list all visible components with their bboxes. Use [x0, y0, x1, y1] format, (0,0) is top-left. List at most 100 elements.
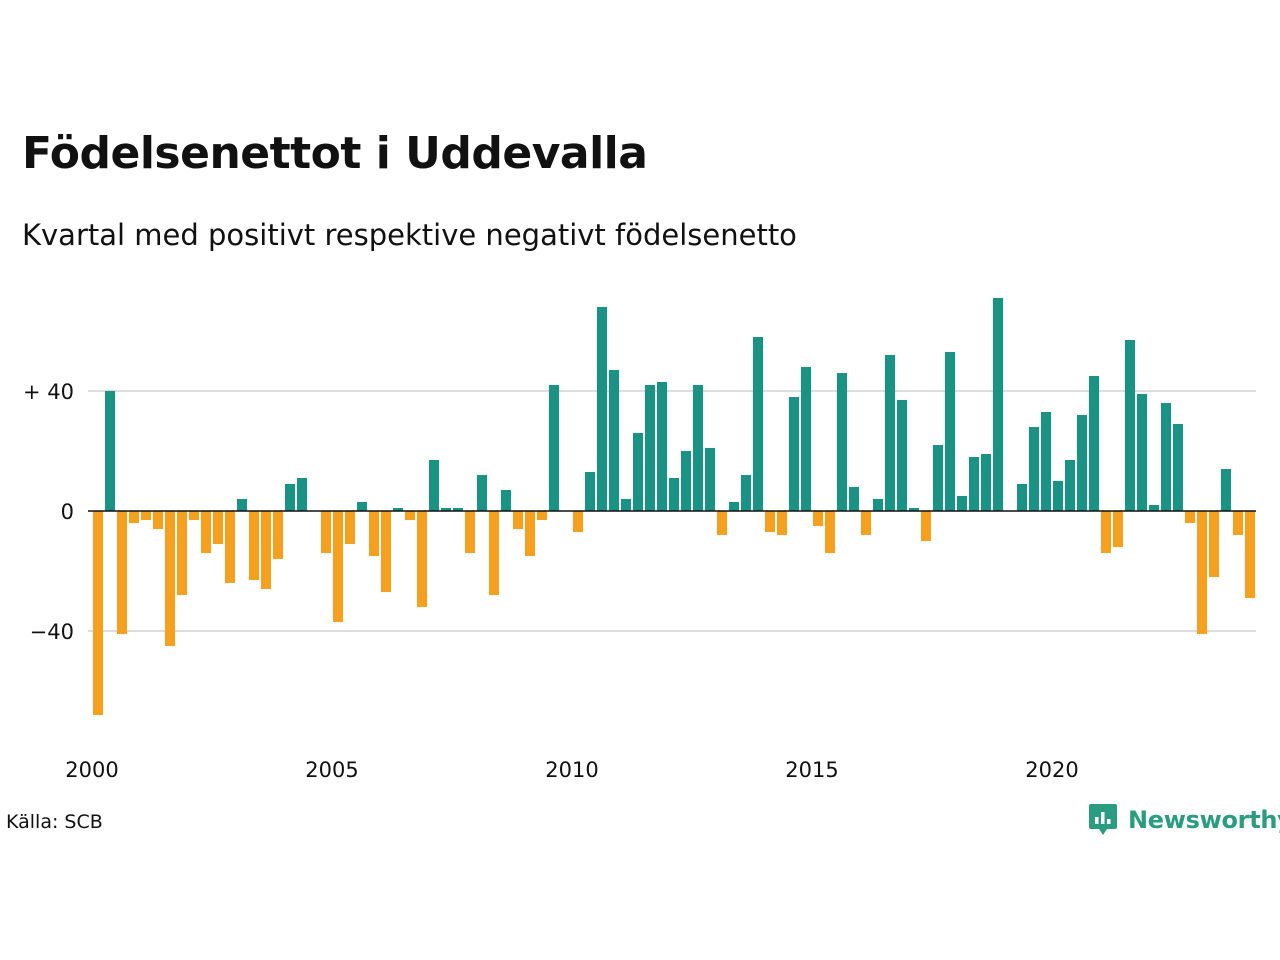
bar: [248, 511, 260, 580]
bar: [872, 499, 884, 511]
bar: [908, 508, 920, 511]
y-axis-ticks: + 40 0 −40: [23, 380, 74, 644]
bar: [584, 472, 596, 511]
bar: [1196, 511, 1208, 634]
bar: [116, 511, 128, 634]
y-tick-label: + 40: [23, 380, 74, 404]
bar: [608, 370, 620, 511]
bar: [224, 511, 236, 583]
bar: [692, 385, 704, 511]
bar: [704, 448, 716, 511]
bar: [92, 511, 104, 715]
bar: [476, 475, 488, 511]
y-tick-label: 0: [61, 500, 74, 524]
bar: [1076, 415, 1088, 511]
bar: [140, 511, 152, 520]
bar: [452, 508, 464, 511]
bar: [512, 511, 524, 529]
bar: [548, 385, 560, 511]
bar: [200, 511, 212, 553]
bar: [1052, 481, 1064, 511]
bar: [380, 511, 392, 592]
x-tick-label: 2015: [785, 758, 838, 782]
bar: [1184, 511, 1196, 523]
bar: [968, 457, 980, 511]
brand-logo: Newsworthy: [1088, 803, 1280, 837]
bar: [1244, 511, 1256, 598]
x-axis-ticks: 2000 2005 2010 2015 2020: [65, 758, 1078, 782]
bar: [668, 478, 680, 511]
bar: [572, 511, 584, 532]
bar: [392, 508, 404, 511]
chart-title: Födelsenettot i Uddevalla: [22, 128, 648, 179]
bar: [344, 511, 356, 544]
bar: [884, 355, 896, 511]
bar: [980, 454, 992, 511]
bar: [644, 385, 656, 511]
bar: [272, 511, 284, 559]
bar: [416, 511, 428, 607]
bar: [848, 487, 860, 511]
bar: [956, 496, 968, 511]
bar: [104, 391, 116, 511]
bar: [1016, 484, 1028, 511]
bar: [1136, 394, 1148, 511]
bar: [836, 373, 848, 511]
bar: [188, 511, 200, 520]
bar: [1148, 505, 1160, 511]
bar: [656, 382, 668, 511]
y-tick-label: −40: [30, 620, 74, 644]
bar: [1232, 511, 1244, 535]
bar: [1208, 511, 1220, 577]
bar-chart: + 40 0 −40 2000 2005 2010 2015 2020: [23, 298, 1256, 782]
bar: [284, 484, 296, 511]
bar: [1088, 376, 1100, 511]
bar: [776, 511, 788, 535]
bar: [332, 511, 344, 622]
gridlines: [88, 390, 1256, 632]
bar: [1100, 511, 1112, 553]
bar: [932, 445, 944, 511]
bar: [620, 499, 632, 511]
bar: [128, 511, 140, 523]
bar: [1040, 412, 1052, 511]
bar: [1028, 427, 1040, 511]
bar: [1064, 460, 1076, 511]
bar: [212, 511, 224, 544]
x-tick-label: 2005: [305, 758, 358, 782]
bar: [896, 400, 908, 511]
bar: [500, 490, 512, 511]
bar: [524, 511, 536, 556]
chart-subtitle: Kvartal med positivt respektive negativt…: [22, 218, 797, 252]
bar: [944, 352, 956, 511]
bar: [164, 511, 176, 646]
bar: [176, 511, 188, 595]
bar: [428, 460, 440, 511]
x-tick-label: 2020: [1025, 758, 1078, 782]
bar: [488, 511, 500, 595]
bar: [680, 451, 692, 511]
bar: [296, 478, 308, 511]
newsworthy-logo-icon: [1089, 804, 1117, 835]
bar: [596, 307, 608, 511]
bar: [404, 511, 416, 520]
bar: [992, 298, 1004, 511]
bar: [152, 511, 164, 529]
bar: [752, 337, 764, 511]
bar: [1172, 424, 1184, 511]
source-note: Källa: SCB: [6, 811, 103, 833]
bar: [1220, 469, 1232, 511]
brand-name: Newsworthy: [1128, 806, 1280, 834]
bar: [728, 502, 740, 511]
bar: [800, 367, 812, 511]
x-tick-label: 2010: [545, 758, 598, 782]
bar: [464, 511, 476, 553]
bar: [1160, 403, 1172, 511]
bar: [536, 511, 548, 520]
bar: [1124, 340, 1136, 511]
bar: [260, 511, 272, 589]
bar: [812, 511, 824, 526]
bar: [824, 511, 836, 553]
x-tick-label: 2000: [65, 758, 118, 782]
bar: [1112, 511, 1124, 547]
